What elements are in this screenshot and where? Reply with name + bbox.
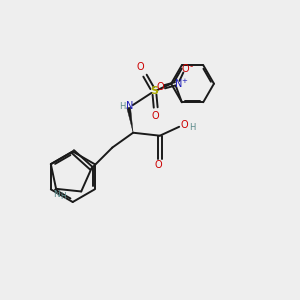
Text: N: N [126, 101, 134, 111]
Polygon shape [127, 107, 133, 133]
Text: O: O [157, 82, 164, 92]
Text: O: O [181, 120, 188, 130]
Text: O: O [181, 64, 189, 74]
Text: +: + [181, 78, 187, 84]
Text: H: H [119, 102, 125, 111]
Text: -: - [190, 62, 193, 71]
Text: O: O [155, 160, 163, 170]
Text: H: H [60, 192, 65, 201]
Text: H: H [189, 123, 195, 132]
Text: O: O [152, 111, 159, 122]
Text: N: N [175, 79, 182, 89]
Text: N: N [53, 190, 60, 199]
Text: S: S [150, 86, 158, 96]
Text: O: O [137, 62, 144, 72]
